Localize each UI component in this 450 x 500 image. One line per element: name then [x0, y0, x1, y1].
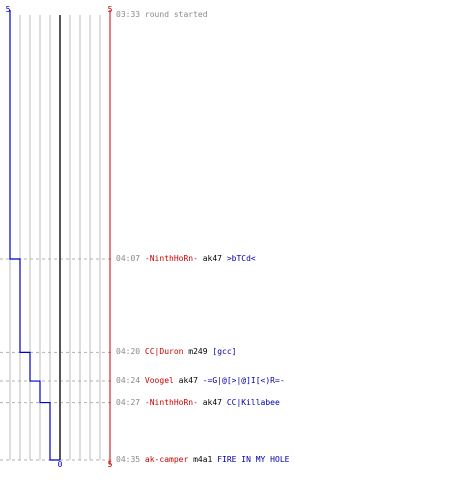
event-time: 04:20 — [116, 347, 141, 357]
event-killer: CC|Duron — [144, 347, 184, 357]
team-a-max-label: 5 — [6, 5, 11, 14]
event-victim: FIRE IN MY HOLE — [217, 455, 290, 464]
event-killer: -NinthHoRn- — [144, 397, 198, 407]
event-victim: >bTCd< — [226, 254, 256, 264]
event-weapon: m4a1 — [193, 455, 213, 464]
team-b-bottom-label: 5 — [108, 460, 113, 469]
event-killer: ak-camper — [144, 455, 189, 464]
event-weapon: ak47 — [202, 397, 222, 407]
event-time: 04:27 — [116, 397, 141, 407]
event-weapon: ak47 — [202, 254, 222, 264]
grid-lines — [9, 15, 101, 460]
event-victim: [gcc] — [212, 347, 237, 357]
event-victim: CC|Killabee — [226, 397, 280, 407]
event-killer: Voogel — [144, 376, 174, 386]
event-weapon: ak47 — [178, 376, 198, 386]
event-time: 04:35 — [116, 455, 141, 464]
event-text: round started — [144, 10, 208, 19]
event-row: 03:33 round started — [116, 10, 212, 20]
team-a-score-line — [9, 10, 60, 461]
event-weapon: m249 — [188, 347, 208, 357]
event-guide-lines — [0, 258, 114, 461]
event-time: 03:33 — [116, 10, 141, 19]
event-row: 04:07 -NinthHoRn- ak47 >bTCd< — [116, 254, 261, 264]
event-killer: -NinthHoRn- — [144, 254, 198, 264]
event-time: 04:07 — [116, 254, 141, 264]
event-row: 04:35 ak-camper m4a1 FIRE IN MY HOLE — [116, 455, 294, 465]
team-b-max-label: 5 — [108, 5, 113, 14]
event-victim: -=G|@[>|@]I[<)R=- — [202, 376, 285, 386]
event-row: 04:20 CC|Duron m249 [gcc] — [116, 347, 241, 357]
event-row: 04:27 -NinthHoRn- ak47 CC|Killabee — [116, 398, 285, 408]
event-time: 04:24 — [116, 376, 141, 386]
zero-label: 0 — [58, 460, 63, 469]
event-row: 04:24 Voogel ak47 -=G|@[>|@]I[<)R=- — [116, 376, 289, 386]
